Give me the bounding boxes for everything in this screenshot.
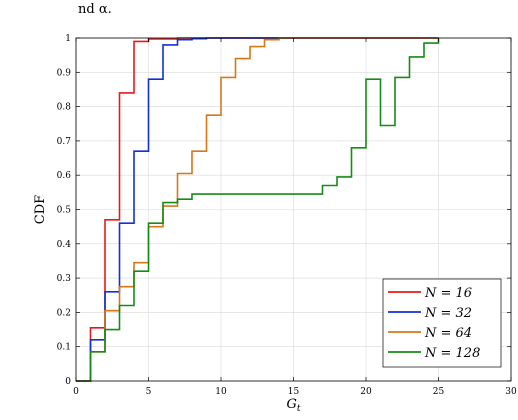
x-tick-label-6: 30 [505, 387, 517, 397]
series-line-2 [76, 37, 439, 382]
y-tick-label-5: 0.5 [57, 206, 72, 216]
legend-label-1: N = 32 [424, 306, 472, 321]
legend-label-2: N = 64 [424, 326, 472, 341]
x-tick-label-5: 25 [433, 387, 445, 397]
series-group [76, 37, 440, 382]
y-tick-label-8: 0.8 [57, 103, 72, 113]
y-tick-label-10: 1 [65, 34, 71, 44]
legend-label-0: N = 16 [424, 286, 472, 301]
y-tick-label-9: 0.9 [57, 68, 72, 78]
y-tick-label-3: 0.3 [57, 274, 72, 284]
y-tick-label-4: 0.4 [57, 240, 72, 250]
page-top-text: nd α. [78, 2, 112, 17]
y-tick-label-7: 0.7 [57, 137, 72, 147]
x-tick-label-0: 0 [73, 387, 79, 397]
legend-label-3: N = 128 [424, 346, 480, 361]
x-axis-label-text: Gt [286, 397, 300, 414]
y-tick-label-1: 0.1 [57, 343, 71, 353]
x-tick-label-4: 20 [360, 387, 372, 397]
x-tick-label-1: 5 [146, 387, 152, 397]
y-tick-label-6: 0.6 [57, 171, 72, 181]
legend: N = 16 N = 32 N = 64 N = 128 [382, 278, 502, 368]
y-tick-label-0: 0 [65, 377, 71, 387]
x-tick-label-3: 15 [288, 387, 300, 397]
x-axis-label: Gt [286, 397, 300, 414]
y-tick-label-2: 0.2 [57, 308, 71, 318]
series-line-0 [76, 37, 439, 382]
ticks: 0 5 10 15 20 25 30 0 0.1 0.2 0.3 0.4 0.5 0.6 0.7 0.8 0.9… [57, 34, 517, 397]
x-tick-label-2: 10 [215, 387, 227, 397]
y-axis-label: CDF [33, 195, 48, 224]
series-line-3 [76, 38, 440, 382]
